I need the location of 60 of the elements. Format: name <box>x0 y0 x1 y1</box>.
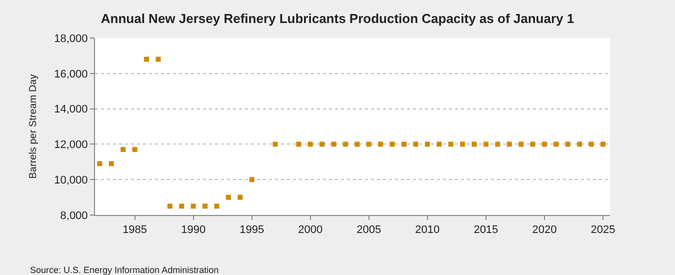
x-tick-label: 1990 <box>181 224 206 236</box>
point <box>366 142 372 147</box>
point <box>413 142 418 147</box>
point <box>588 142 594 147</box>
x-tick-label: 1995 <box>240 224 264 236</box>
point <box>320 142 325 147</box>
point <box>308 142 313 147</box>
point <box>518 142 524 147</box>
point <box>202 204 208 209</box>
point <box>600 142 606 147</box>
point <box>108 161 114 166</box>
point <box>436 142 442 147</box>
source-note: Source: U.S. Energy Information Administration <box>30 265 219 275</box>
y-tick-label: 12,000 <box>54 139 88 152</box>
point <box>331 142 336 147</box>
point <box>390 142 395 147</box>
y-tick-label: 8,000 <box>60 210 88 222</box>
y-axis-title: Barrels per Stream Day <box>28 74 40 179</box>
point <box>238 194 243 200</box>
point <box>156 56 161 62</box>
x-tick-label: 2005 <box>356 224 382 236</box>
point <box>296 142 302 147</box>
point <box>483 142 488 147</box>
point <box>272 142 278 147</box>
point <box>249 177 254 182</box>
point <box>167 204 172 209</box>
point <box>214 204 220 209</box>
point <box>542 142 547 147</box>
point <box>226 194 231 200</box>
point <box>460 142 466 147</box>
point <box>424 142 430 147</box>
x-tick-label: 2020 <box>532 224 557 236</box>
point <box>448 142 454 147</box>
y-tick-label: 10,000 <box>54 174 88 186</box>
x-tick-label: 1985 <box>122 224 148 236</box>
x-tick-label: 2015 <box>474 224 498 236</box>
x-tick-label: 2025 <box>590 224 616 236</box>
y-tick-label: 14,000 <box>54 104 88 116</box>
x-tick-label: 2000 <box>298 224 323 236</box>
point <box>97 161 102 166</box>
point <box>354 142 360 147</box>
point <box>495 142 500 147</box>
point <box>190 204 196 209</box>
chart-title: Annual New Jersey Refinery Lubricants Production Capacity as of January 1 <box>100 10 574 26</box>
point <box>132 147 138 152</box>
point <box>530 142 536 147</box>
point <box>378 142 384 147</box>
point <box>179 204 184 209</box>
point <box>342 142 348 147</box>
point <box>565 142 570 147</box>
point <box>144 56 149 62</box>
point <box>402 142 406 147</box>
point <box>472 142 477 147</box>
y-tick-label: 16,000 <box>54 68 88 80</box>
point <box>554 142 559 147</box>
y-tick-label: 18,000 <box>54 32 88 45</box>
point <box>120 147 126 152</box>
point <box>506 142 512 147</box>
point <box>577 142 582 147</box>
x-tick-label: 2010 <box>415 224 440 236</box>
